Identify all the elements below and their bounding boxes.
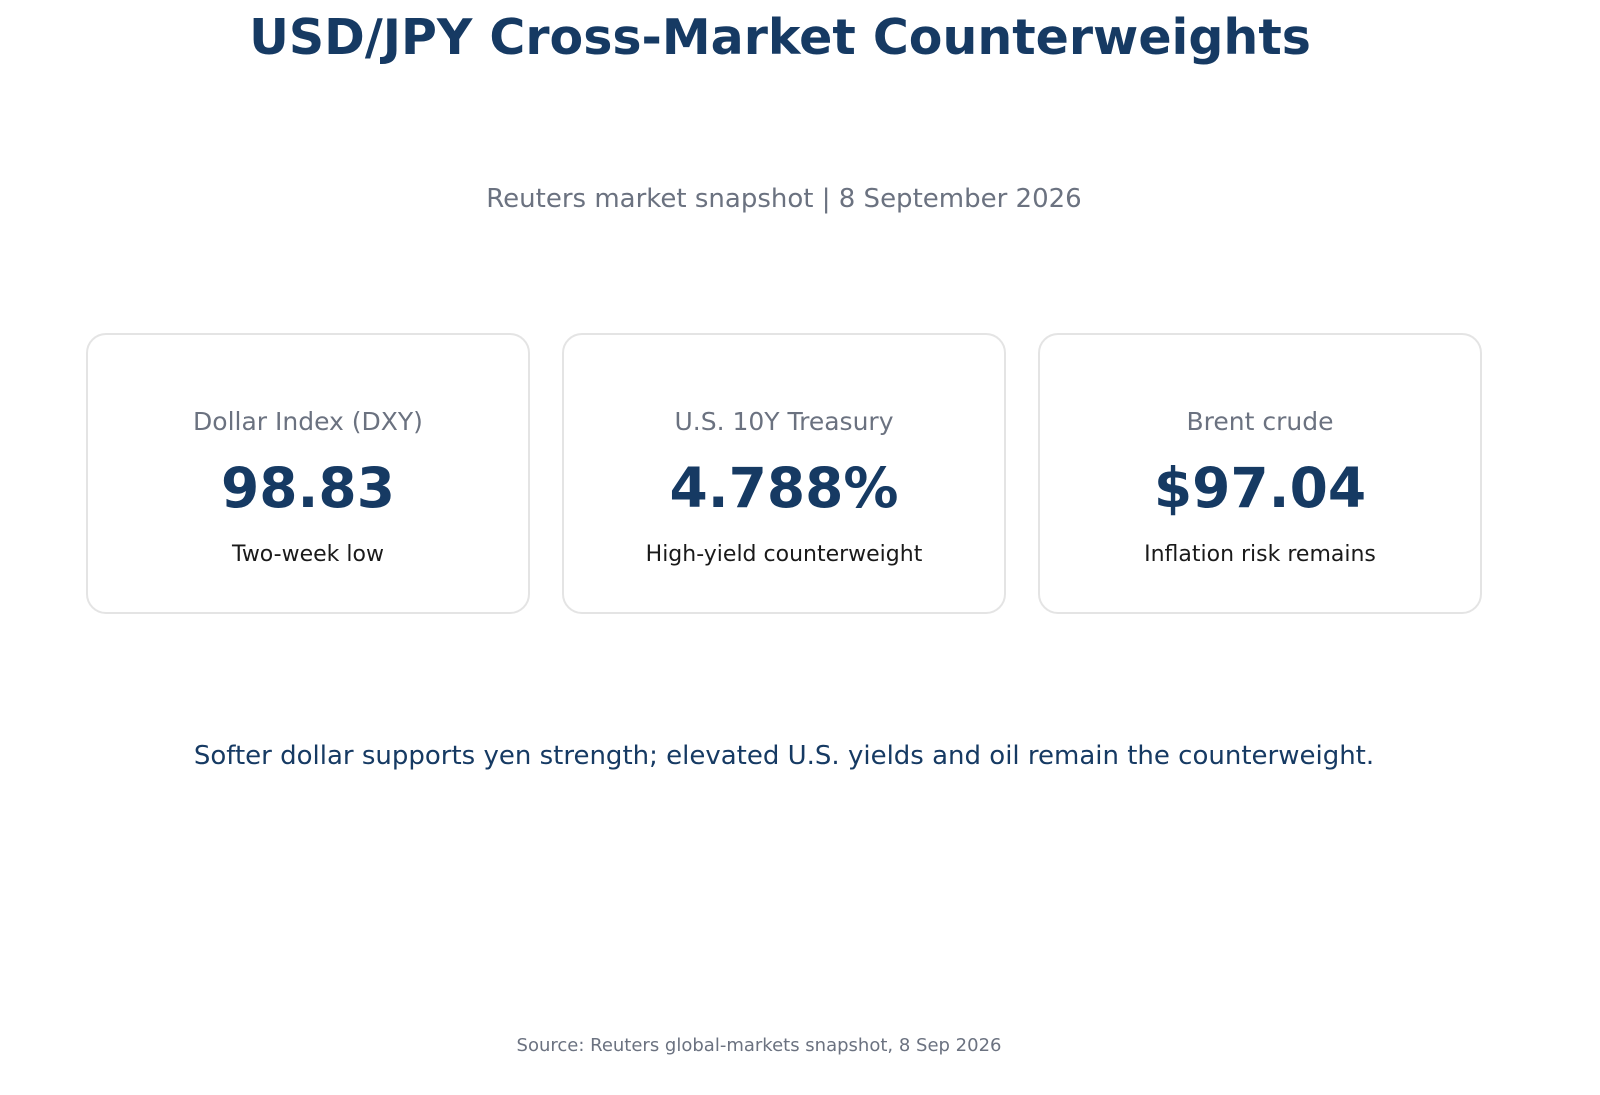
- page-title: USD/JPY Cross-Market Counterweights: [249, 9, 1311, 66]
- metric-card-brent-crude: Brent crude $97.04 Inflation risk remain…: [1038, 333, 1482, 614]
- page-subtitle: Reuters market snapshot | 8 September 20…: [486, 184, 1082, 214]
- metric-card-value: $97.04: [1153, 456, 1367, 520]
- summary-text: Softer dollar supports yen strength; ele…: [193, 741, 1375, 771]
- metric-card-note: High-yield counterweight: [645, 542, 923, 567]
- metric-card-label: U.S. 10Y Treasury: [674, 407, 894, 436]
- metric-card-dollar-index: Dollar Index (DXY) 98.83 Two-week low: [86, 333, 530, 614]
- metric-card-value: 98.83: [221, 456, 395, 520]
- metric-card-note: Inflation risk remains: [1144, 542, 1376, 567]
- metric-card-note: Two-week low: [232, 542, 384, 567]
- metric-card-label: Dollar Index (DXY): [193, 407, 423, 436]
- metric-card-treasury-10y: U.S. 10Y Treasury 4.788% High-yield coun…: [562, 333, 1006, 614]
- source-footnote: Source: Reuters global-markets snapshot,…: [516, 1035, 1002, 1056]
- metric-card-label: Brent crude: [1186, 407, 1334, 436]
- metric-card-value: 4.788%: [669, 456, 899, 520]
